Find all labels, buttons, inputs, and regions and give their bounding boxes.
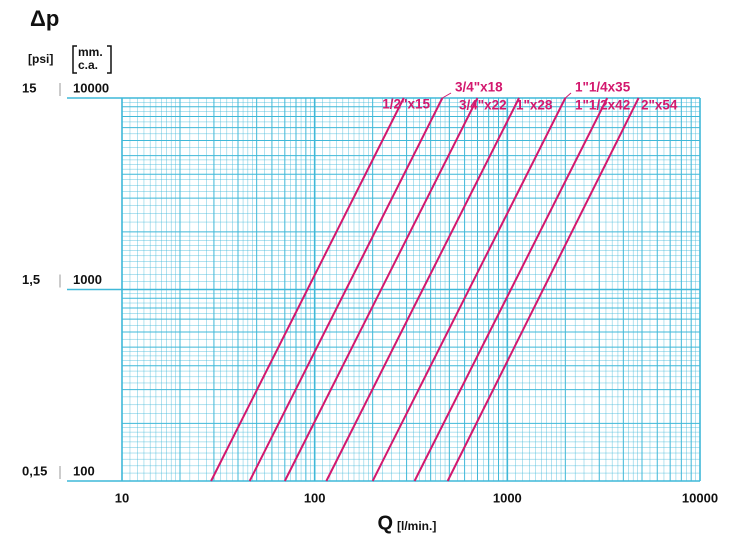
series-line (371, 97, 567, 482)
series-line (413, 97, 609, 482)
series-label: 1"1/4x35 (575, 80, 631, 95)
series-line (210, 97, 405, 482)
x-tick-label: 10 (115, 490, 129, 505)
x-tick-label: 1000 (493, 490, 522, 505)
series-label: 3/4"x18 (455, 80, 503, 95)
x-axis-unit: [l/min.] (397, 519, 436, 533)
y2-axis-label: [psi] (28, 52, 53, 66)
leader-line (565, 92, 572, 99)
series-label: 1"x28 (516, 98, 553, 113)
y2-tick-label: 1,5 (22, 272, 40, 287)
series-line (283, 97, 479, 482)
bracket (72, 45, 112, 74)
x-tick-label: 10000 (682, 490, 718, 505)
y2-tick-label: 15 (22, 80, 36, 95)
grid (67, 97, 701, 482)
x-tick-label: 100 (304, 490, 326, 505)
series-label: 2"x54 (641, 98, 678, 113)
y-axis-label-line: mm. (78, 45, 103, 59)
y-tick-label: 1000 (73, 272, 102, 287)
series-line (325, 97, 520, 482)
series-line (248, 97, 444, 482)
leader-line (442, 92, 452, 99)
y-tick-label: 100 (73, 463, 95, 478)
y2-tick-label: 0,15 (22, 463, 47, 478)
series-label: 1/2"x15 (382, 97, 430, 112)
y-axis-label-line: c.a. (78, 58, 98, 72)
y-tick-label: 10000 (73, 80, 109, 95)
series-label: 3/4"x22 (459, 98, 507, 113)
x-axis-label: Q (377, 512, 393, 534)
series-line (446, 97, 640, 482)
chart-title: Δp (30, 6, 59, 31)
series-label: 1"1/2x42 (575, 98, 630, 113)
